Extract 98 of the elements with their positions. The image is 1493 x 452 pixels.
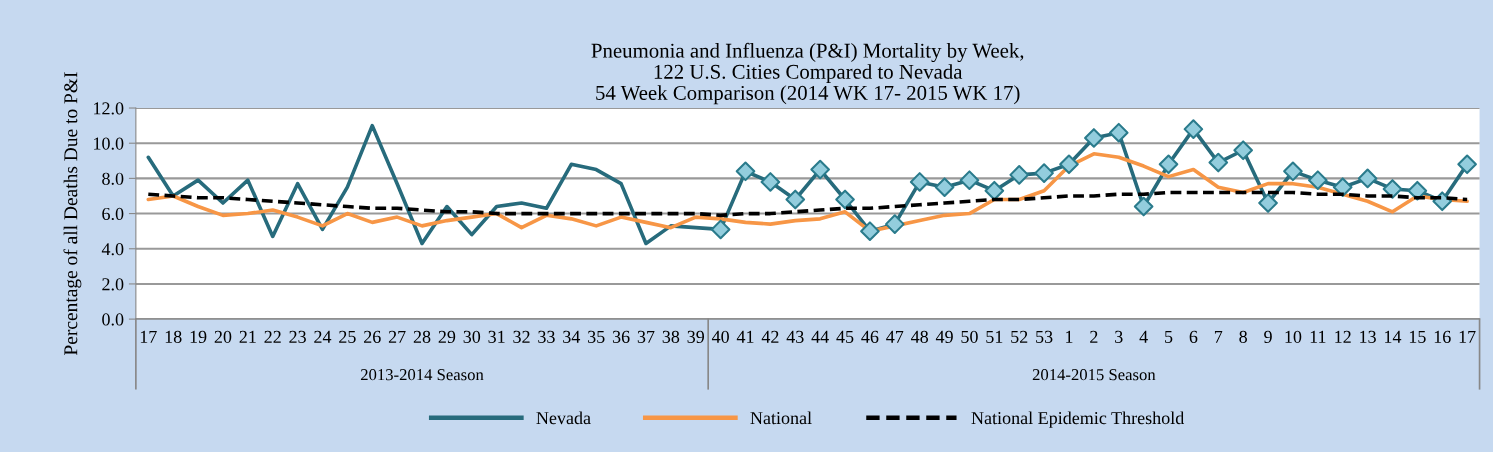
x-tick-label: 22 (264, 330, 281, 343)
point (1059, 154, 1079, 175)
point (884, 214, 905, 234)
x-tick-label: 53 (1036, 330, 1053, 343)
x-tick-label: 12 (1335, 330, 1351, 343)
chart-title: Pneumonia and Influenza (P&I) Mortality by Week, 122 U.S. Cities Compared to Nevada 54 Week Comparison (2014 WK 17- 2015 WK 17) (591, 42, 1024, 105)
text: 2013-2014 Season (360, 369, 484, 381)
point (1357, 168, 1378, 189)
point (1009, 165, 1030, 185)
x-tick-label: 35 (588, 330, 605, 343)
y-axis-title: Percentage of all Deaths Due to P&I (63, 72, 82, 356)
x-tick-label: 40 (711, 330, 729, 343)
x-tick-label: 15 (1409, 330, 1426, 343)
x-tick-label: 32 (513, 330, 530, 343)
x-tick-label: 10 (1285, 330, 1302, 343)
x-tick-label: 45 (836, 330, 854, 343)
x-tick-label: 6 (1189, 330, 1198, 343)
y-tick-label: 6.0 (102, 207, 124, 221)
point (1233, 140, 1253, 161)
x-tick-label: 8 (1239, 330, 1247, 343)
x-tick-label: 17 (1459, 330, 1476, 343)
x-tick-label: 46 (861, 330, 879, 343)
x-tick-label: 18 (165, 330, 182, 343)
point (909, 172, 930, 192)
x-tick-label: 48 (911, 330, 929, 343)
x-tick-label: 28 (413, 330, 431, 343)
legend-label: National Epidemic Threshold (971, 411, 1185, 428)
point (1283, 161, 1303, 182)
point (810, 159, 830, 180)
point (1108, 122, 1129, 143)
x-tick-label: 17 (140, 330, 157, 343)
point (1308, 170, 1328, 190)
y-tick-label: 0.0 (102, 313, 124, 326)
point (934, 177, 955, 198)
x-tick-label: 33 (538, 330, 555, 343)
x-tick-label: 49 (935, 330, 953, 343)
x-tick-label: 11 (1310, 330, 1326, 343)
point (959, 170, 980, 190)
point (1382, 179, 1403, 199)
x-tick-label: 37 (637, 330, 655, 343)
point (1084, 128, 1104, 148)
point (835, 189, 855, 210)
point (860, 221, 880, 241)
x-tick-label: 43 (786, 330, 804, 343)
point (1034, 163, 1054, 183)
x-tick-label: 41 (736, 330, 754, 343)
point (735, 161, 756, 182)
x-tick-label: 23 (289, 330, 306, 343)
point (1407, 180, 1428, 201)
y-tick-label: 10.0 (94, 137, 124, 150)
x-tick-label: 9 (1264, 330, 1272, 343)
x-tick-label: 21 (239, 330, 256, 343)
x-tick-label: 29 (438, 330, 456, 343)
x-tick-label: 30 (463, 330, 481, 343)
x-tick-label: 5 (1165, 330, 1173, 343)
x-tick-label: 44 (811, 330, 829, 343)
point (1208, 152, 1229, 173)
x-tick-label: 1 (1066, 330, 1073, 343)
point (1183, 119, 1204, 139)
point (1133, 196, 1154, 217)
x-tick-label: 7 (1214, 330, 1223, 343)
point (785, 189, 806, 210)
y-tick-label: 12.0 (94, 102, 124, 115)
x-tick-label: 16 (1434, 330, 1451, 343)
x-tick-label: 3 (1115, 330, 1123, 343)
x-tick-label: 24 (314, 330, 332, 343)
x-tick-label: 14 (1385, 330, 1402, 343)
y-tick-label: 2.0 (102, 278, 124, 291)
x-tick-label: 51 (986, 330, 1003, 343)
legend-label: National (750, 411, 812, 425)
x-tick-label: 47 (886, 330, 904, 343)
x-tick-label: 38 (662, 330, 680, 343)
point (1158, 154, 1179, 175)
x-tick-label: 42 (761, 330, 779, 343)
x-tick-label: 31 (488, 330, 505, 343)
x-tick-label: 20 (214, 330, 232, 343)
x-tick-label: 52 (1011, 330, 1028, 343)
point (1332, 177, 1353, 198)
x-tick-label: 4 (1139, 330, 1148, 343)
x-tick-label: 50 (961, 330, 978, 343)
point (1457, 154, 1477, 175)
y-tick-label: 4.0 (101, 243, 124, 256)
x-tick-label: 19 (190, 330, 207, 343)
point (710, 219, 731, 240)
text: 2014-2015 Season (1032, 369, 1156, 381)
point (984, 180, 1005, 201)
x-tick-label: 39 (687, 330, 705, 343)
x-tick-label: 13 (1360, 330, 1376, 343)
x-tick-label: 36 (612, 330, 630, 343)
x-tick-label: 27 (388, 330, 406, 343)
x-tick-label: 26 (364, 330, 381, 343)
legend-label: Nevada (536, 411, 591, 425)
point (1258, 193, 1278, 213)
x-tick-label: 2 (1090, 330, 1098, 343)
point (760, 172, 781, 192)
x-tick-label: 25 (339, 330, 356, 343)
y-tick-label: 8.0 (102, 172, 124, 185)
x-tick-label: 34 (563, 330, 581, 343)
